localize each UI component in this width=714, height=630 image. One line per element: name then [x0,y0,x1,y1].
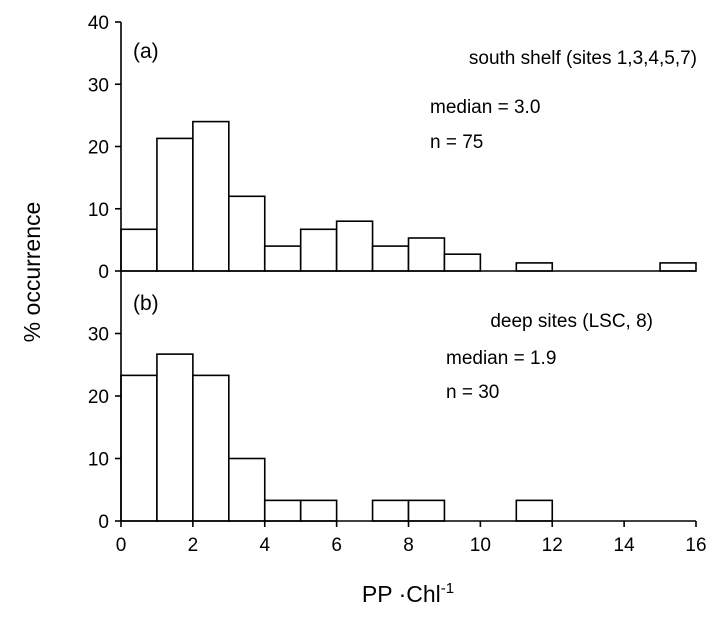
histogram-bar [228,195,266,272]
histogram-bar [371,499,410,522]
histogram-bar [659,262,697,272]
x-tick-label: 6 [331,535,342,556]
histogram-bar [299,499,338,522]
x-tick-label: 4 [259,535,270,556]
histogram-bar [263,499,302,522]
x-axis-title: PP ·Chl-1 [362,580,454,607]
y-tick-label: 20 [88,138,109,159]
histogram-bar [299,228,338,272]
histogram-bar [371,245,410,272]
histogram-bar [407,237,446,272]
x-tick-label: 10 [470,535,491,556]
panel-b-deep-sites: 0 10 20 30 (b) deep sites (LSC, 8) median = 1.… [88,271,696,533]
x-tick-label: 2 [188,535,199,556]
histogram-bar [120,228,158,272]
histogram-bar [156,353,194,522]
y-tick-label: 0 [98,512,109,533]
histogram-bar [192,120,230,272]
y-tick-label: 10 [88,200,109,221]
panel-label: (b) [133,292,159,315]
histogram-bar [228,457,266,522]
x-axis-title-superscript: -1 [441,580,454,597]
y-tick-label: 20 [88,387,109,408]
histogram-bar [156,137,194,272]
histogram-bar [120,374,158,522]
y-tick-label: 10 [88,450,109,471]
x-axis: 0 2 4 6 8 10 12 14 16 [116,521,707,556]
y-tick-label: 40 [88,13,109,34]
x-tick-label: 14 [614,535,636,556]
panel-a-south-shelf: 0 10 20 30 40 (a) south shelf (sites 1,3,4,5,7… [88,13,697,283]
x-tick-label: 12 [542,535,563,556]
histogram-bar [443,253,482,272]
y-tick-label: 30 [88,75,109,96]
histogram-bar [407,499,446,522]
x-tick-label: 16 [685,535,706,556]
panel-subtitle: south shelf (sites 1,3,4,5,7) [469,48,697,69]
sample-size-annotation: n = 75 [430,132,483,153]
histogram-bar [515,262,554,272]
x-tick-label: 0 [116,535,127,556]
y-tick-label: 0 [98,262,109,283]
panel-label: (a) [133,40,159,63]
x-axis-title-main: PP ·Chl [362,581,441,607]
histogram-bar [263,245,302,272]
histogram-bar [335,220,374,272]
histogram-bar [515,499,554,522]
y-tick-label: 30 [88,325,109,346]
panel-subtitle: deep sites (LSC, 8) [490,311,653,332]
median-annotation: median = 1.9 [446,348,556,369]
sample-size-annotation: n = 30 [446,382,499,403]
y-axis-title: % occurrence [19,202,45,343]
x-tick-label: 8 [403,535,414,556]
median-annotation: median = 3.0 [430,97,540,118]
histogram-bar [192,374,230,522]
